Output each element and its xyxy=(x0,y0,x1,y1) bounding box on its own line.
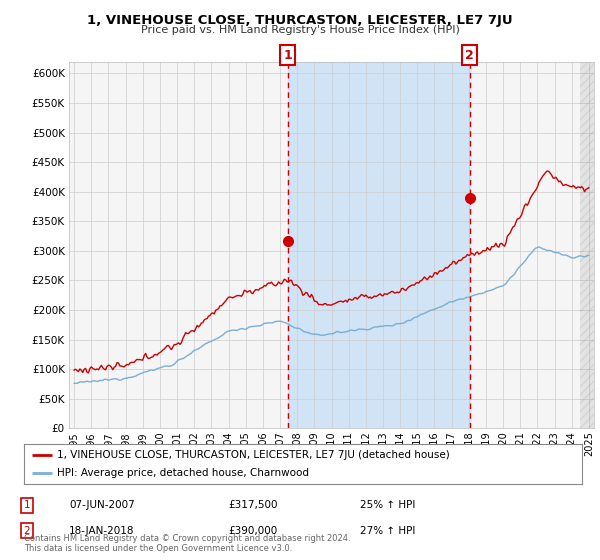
Text: Contains HM Land Registry data © Crown copyright and database right 2024.
This d: Contains HM Land Registry data © Crown c… xyxy=(24,534,350,553)
Bar xyxy=(580,62,594,428)
Text: 18-JAN-2018: 18-JAN-2018 xyxy=(69,526,134,536)
Text: 2: 2 xyxy=(465,49,474,62)
Text: £317,500: £317,500 xyxy=(228,500,277,510)
Text: 2: 2 xyxy=(23,526,31,536)
Text: HPI: Average price, detached house, Charnwood: HPI: Average price, detached house, Char… xyxy=(58,468,310,478)
Text: 27% ↑ HPI: 27% ↑ HPI xyxy=(360,526,415,536)
Text: 1, VINEHOUSE CLOSE, THURCASTON, LEICESTER, LE7 7JU: 1, VINEHOUSE CLOSE, THURCASTON, LEICESTE… xyxy=(87,14,513,27)
Text: 1, VINEHOUSE CLOSE, THURCASTON, LEICESTER, LE7 7JU (detached house): 1, VINEHOUSE CLOSE, THURCASTON, LEICESTE… xyxy=(58,450,450,460)
Text: 1: 1 xyxy=(23,500,31,510)
Bar xyxy=(287,62,470,428)
Text: 1: 1 xyxy=(283,49,292,62)
Text: 07-JUN-2007: 07-JUN-2007 xyxy=(69,500,135,510)
Text: 25% ↑ HPI: 25% ↑ HPI xyxy=(360,500,415,510)
Text: £390,000: £390,000 xyxy=(228,526,277,536)
Text: Price paid vs. HM Land Registry's House Price Index (HPI): Price paid vs. HM Land Registry's House … xyxy=(140,25,460,35)
